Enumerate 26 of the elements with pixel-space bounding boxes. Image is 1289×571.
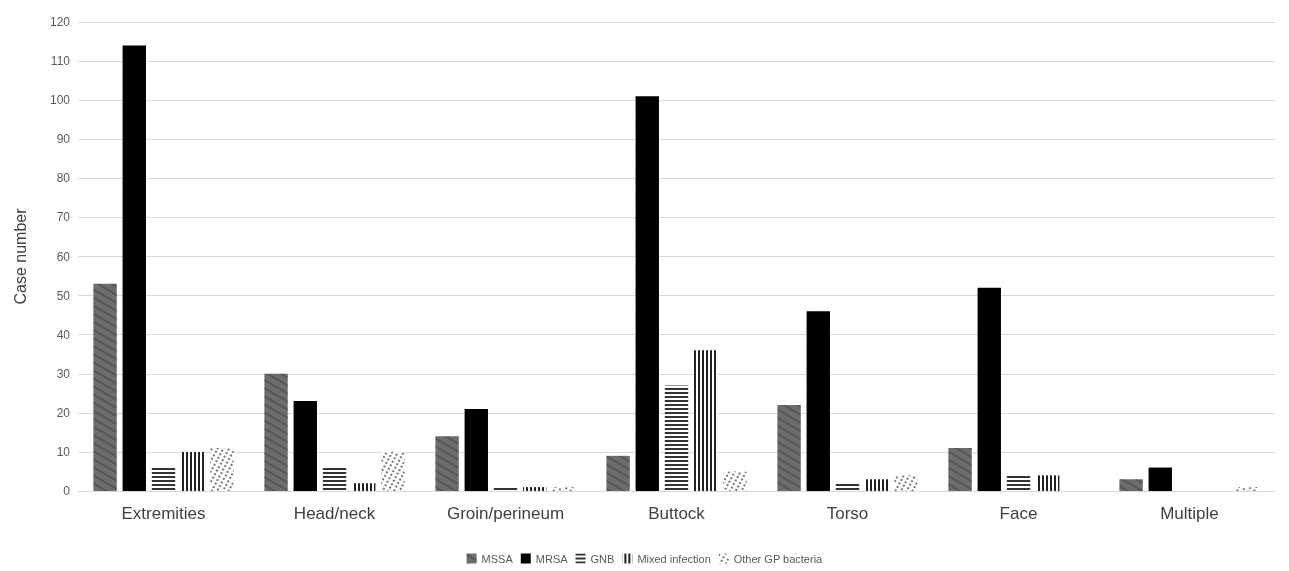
legend-label: MSSA — [481, 552, 514, 565]
legend-label: Mixed infection — [637, 552, 711, 565]
y-axis-title: Case number — [11, 207, 29, 305]
x-tick-label: Head/neck — [293, 504, 376, 523]
y-tick-label: 60 — [56, 249, 71, 264]
legend-label: GNB — [590, 552, 615, 565]
legend-label: MRSA — [535, 552, 569, 565]
y-tick-label: 100 — [49, 93, 71, 108]
y-tick-label: 90 — [56, 132, 71, 147]
x-tick-label: Extremities — [121, 504, 206, 523]
legend-label: Other GP bacteria — [733, 552, 824, 565]
y-tick-label: 0 — [63, 484, 71, 498]
x-tick-label: Torso — [826, 504, 869, 523]
x-tick-label: Multiple — [1160, 504, 1219, 523]
y-tick-label: 80 — [56, 171, 71, 186]
y-tick-label: 110 — [50, 54, 71, 69]
y-tick-label: 40 — [56, 327, 71, 342]
x-tick-label: Groin/perineum — [446, 504, 565, 523]
x-tick-label: Buttock — [648, 504, 706, 523]
x-tick-label: Face — [999, 504, 1038, 523]
y-tick-label: 50 — [56, 288, 71, 303]
y-tick-label: 30 — [56, 366, 71, 381]
y-tick-label: 120 — [49, 15, 71, 29]
y-tick-label: 20 — [56, 405, 71, 420]
y-tick-label: 70 — [56, 210, 71, 225]
y-tick-label: 10 — [56, 444, 71, 459]
